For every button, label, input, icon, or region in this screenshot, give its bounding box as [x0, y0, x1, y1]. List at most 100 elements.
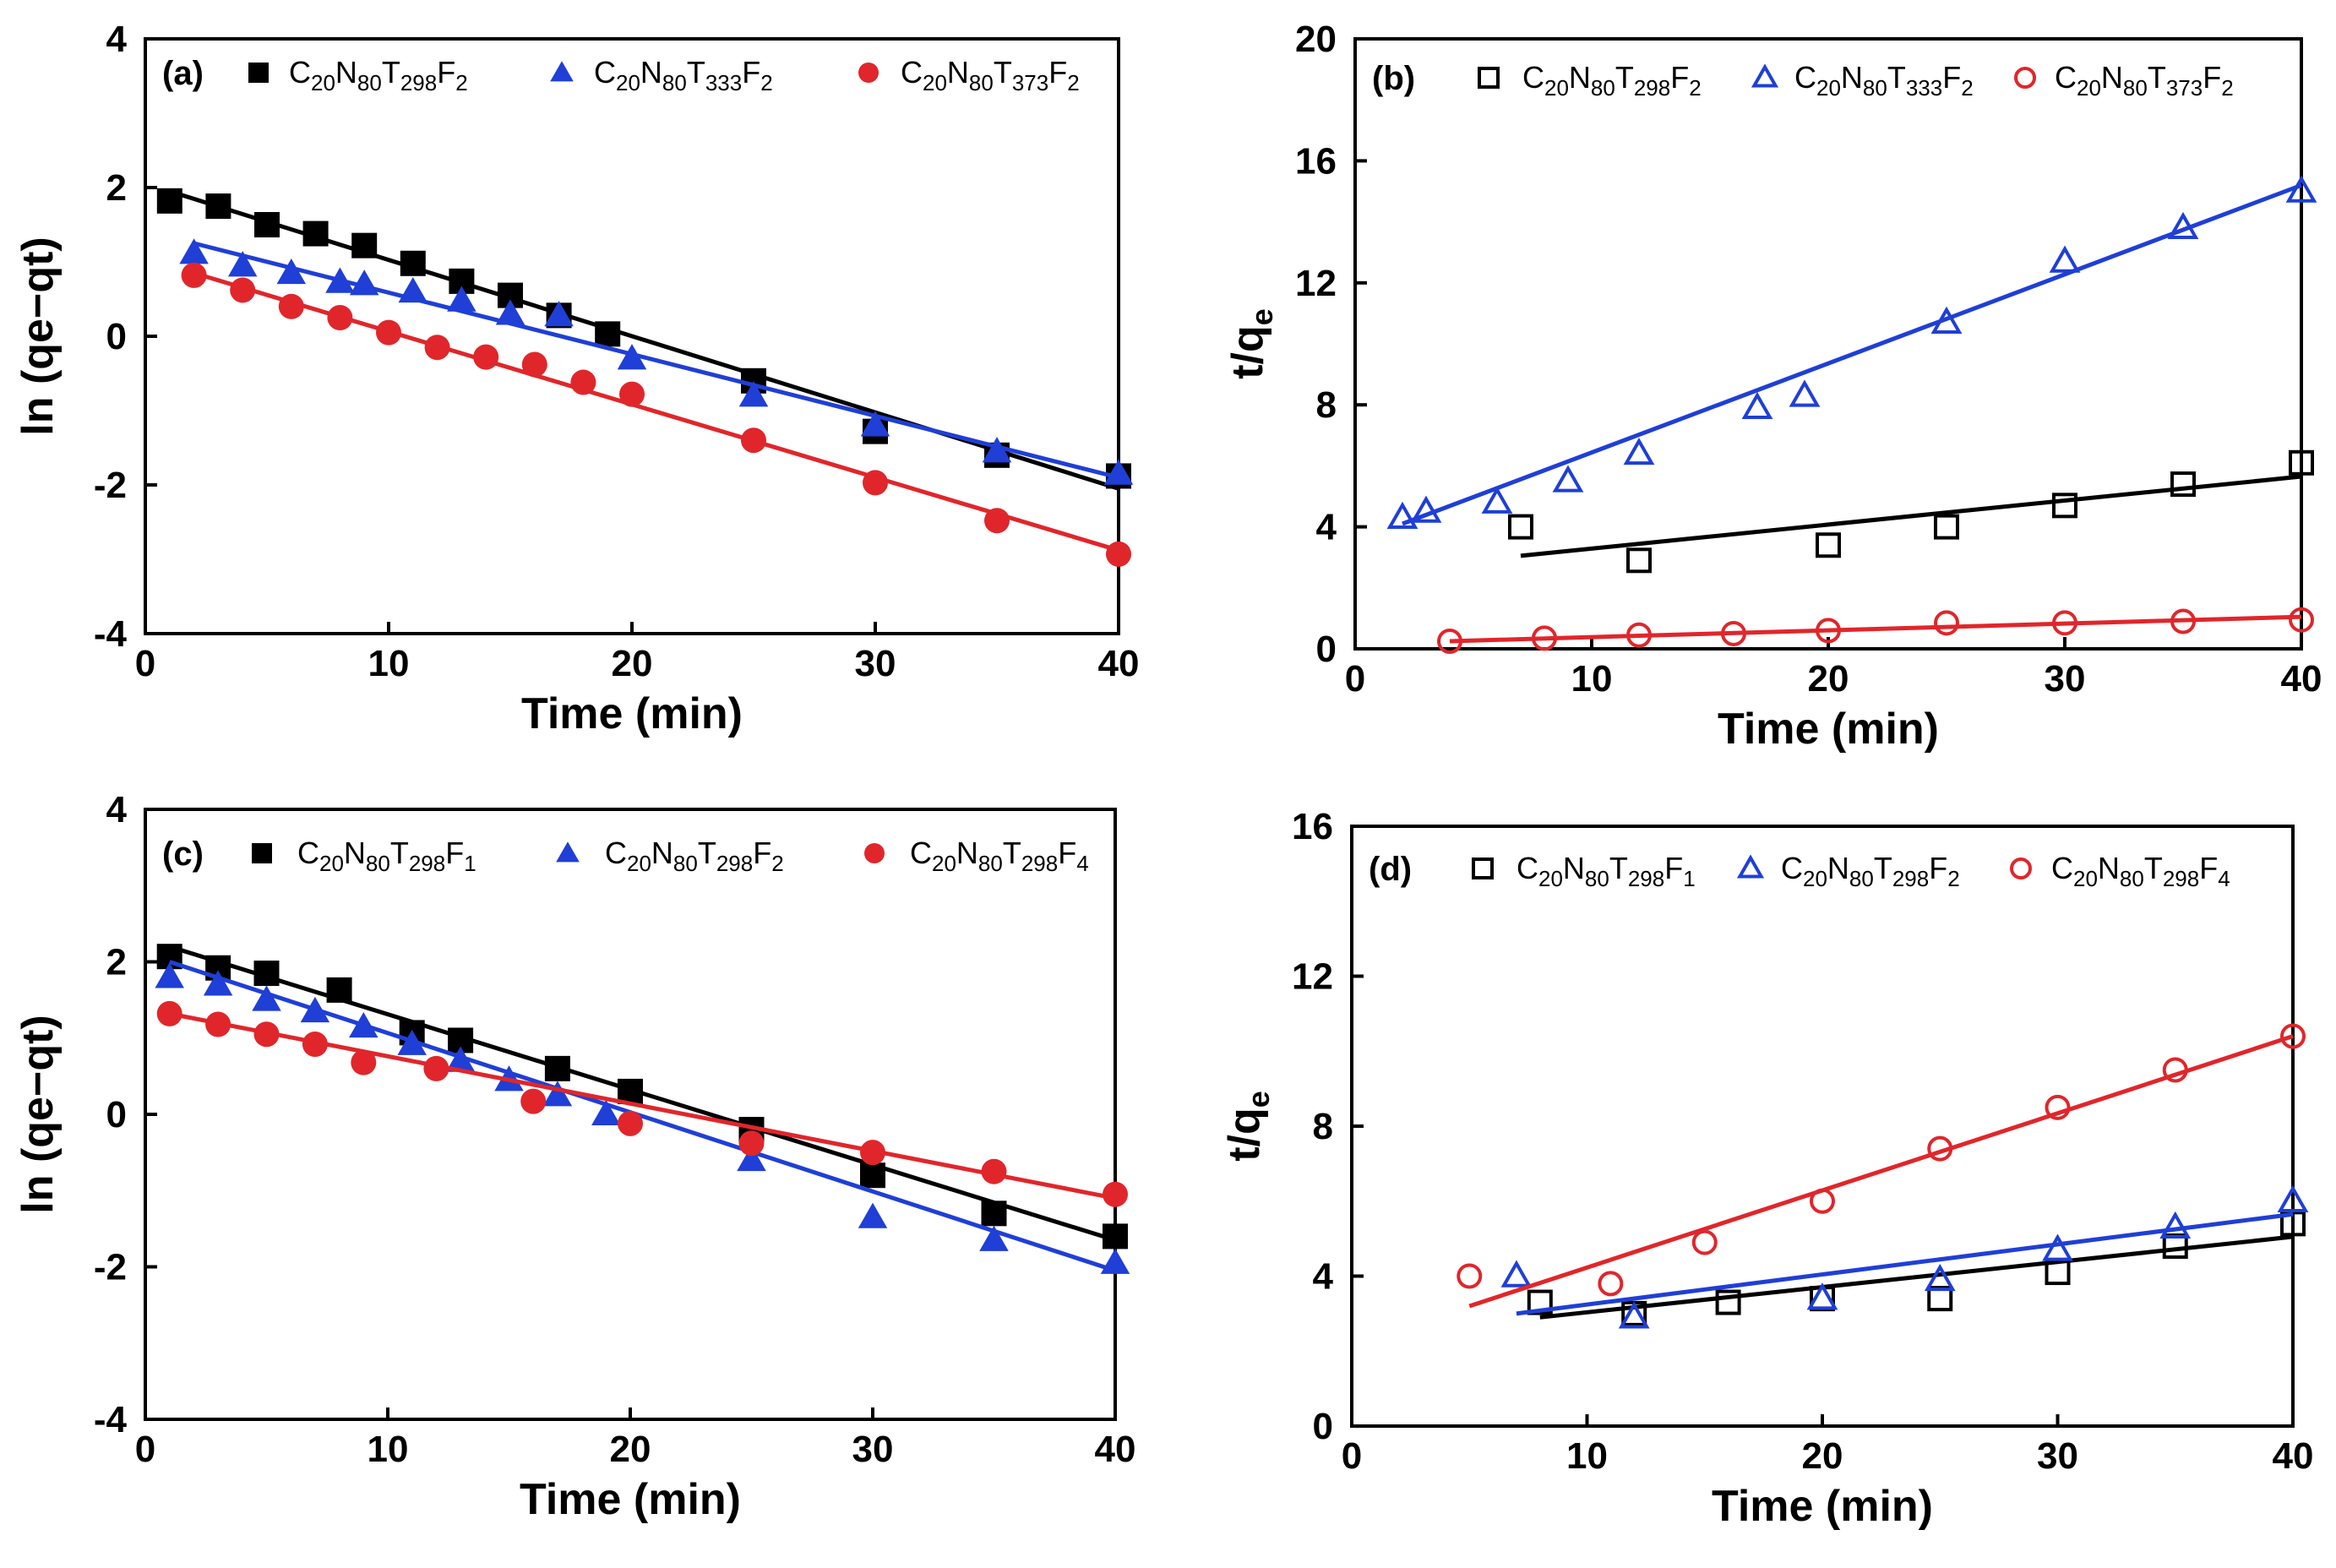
data-point [591, 1099, 621, 1125]
x-tick-label: 20 [1808, 658, 1849, 700]
data-point [179, 238, 209, 264]
data-point [156, 188, 182, 214]
y-tick-label: -4 [94, 613, 128, 655]
data-point [737, 1145, 766, 1172]
data-point [1789, 379, 1821, 407]
data-point [1532, 625, 1557, 651]
x-tick-label: 40 [2273, 1435, 2314, 1477]
legend-entry: C20N80T298F2 [248, 55, 468, 95]
y-axis-title: ln (qe−qt) [14, 1015, 63, 1213]
fit-line [168, 960, 1116, 1273]
data-point [542, 1081, 573, 1107]
data-point [521, 351, 547, 378]
data-point [863, 470, 888, 496]
fit-line [1468, 1034, 2294, 1309]
y-tick-label: 2 [106, 167, 127, 209]
x-tick-label: 0 [1342, 1435, 1362, 1477]
legend-entry: C20N80T298F1 [252, 836, 476, 876]
legend-label: C20N80T373F2 [2055, 60, 2234, 101]
data-point [570, 369, 596, 395]
data-point [349, 270, 379, 296]
data-point [1106, 541, 1131, 567]
data-point [376, 319, 401, 346]
data-point [1100, 1248, 1130, 1274]
data-point [860, 1162, 885, 1189]
legend-marker [858, 63, 879, 83]
panel-b: 0 10 20 30 40 0 4 8 12 16 20 Time (min) t/qe (b) C20N8… [1223, 19, 2322, 754]
y-tick-label: 8 [1313, 1106, 1333, 1147]
panel-label: (c) [162, 836, 204, 873]
data-point [2052, 493, 2077, 519]
data-point [423, 1055, 449, 1081]
data-point [1924, 1263, 1956, 1292]
panel-c: 0 10 20 30 40 -4 -2 0 2 4 Time (min) ln (qe−qt) (c) C… [14, 789, 1135, 1524]
data-point [2280, 1023, 2306, 1049]
data-point [738, 381, 769, 407]
legend-marker [556, 841, 580, 863]
panel-label: (a) [162, 55, 204, 92]
data-point [1626, 547, 1652, 574]
series-C20N80T333F2 [179, 238, 1134, 485]
y-axis-title: t/qe [1220, 1091, 1276, 1162]
data-point [2162, 1057, 2188, 1083]
y-tick-label: 2 [106, 942, 127, 983]
series-C20N80T298F2 [1508, 449, 2314, 574]
legend-entry: C20N80T298F4 [2010, 851, 2230, 891]
data-point [2045, 1094, 2071, 1120]
data-point [1481, 486, 1513, 514]
legend-label: C20N80T333F2 [594, 55, 773, 95]
data-point [495, 299, 525, 325]
legend-label: C20N80T298F4 [910, 836, 1089, 876]
data-point [981, 1158, 1007, 1184]
data-point [1623, 437, 1655, 466]
data-point [227, 251, 258, 277]
data-point [253, 961, 280, 987]
data-point [351, 232, 378, 259]
data-point [2159, 1211, 2192, 1239]
legend-marker [1472, 858, 1494, 879]
data-point [2289, 449, 2314, 476]
x-tick-label: 10 [368, 643, 410, 684]
data-point [741, 427, 766, 454]
data-point [1927, 1286, 1953, 1312]
data-point [982, 437, 1012, 463]
data-point [1934, 610, 1959, 636]
data-point [1816, 618, 1841, 644]
data-point [619, 381, 645, 407]
data-point [1741, 391, 1773, 420]
panel-d: 0 10 20 30 40 0 4 8 12 16 Time (min) t/qe (d) C20N80T… [1220, 806, 2313, 1531]
data-point [979, 1225, 1009, 1251]
data-point [2285, 175, 2317, 203]
legend-marker [1736, 854, 1765, 879]
data-point [300, 996, 330, 1023]
legend-label: C20N80T298F1 [297, 836, 476, 876]
data-point [1691, 1229, 1718, 1255]
data-point [205, 193, 231, 219]
data-point [1103, 1223, 1128, 1250]
x-tick-label: 30 [2045, 658, 2086, 700]
x-tick-label: 40 [1098, 643, 1140, 684]
data-point [1500, 1260, 1533, 1288]
legend-entry: C20N80T333F2 [550, 55, 773, 95]
data-point [181, 262, 207, 288]
data-point [2170, 471, 2196, 498]
data-point [595, 321, 621, 347]
legend-entry: C20N80T298F4 [864, 836, 1089, 876]
x-axis-title: Time (min) [521, 689, 743, 738]
y-tick-label: 4 [106, 19, 128, 60]
data-point [984, 508, 1010, 534]
data-point [2170, 608, 2196, 634]
data-point [205, 1011, 231, 1037]
data-point [252, 985, 281, 1011]
panel-label: (d) [1369, 851, 1412, 888]
data-point [1721, 620, 1746, 646]
y-tick-label: 12 [1292, 956, 1333, 998]
y-tick-label: 8 [1316, 384, 1337, 426]
data-point [1810, 1188, 1835, 1214]
series-C20N80T373F2 [181, 262, 1131, 567]
x-tick-label: 10 [368, 1429, 409, 1470]
data-point [1626, 622, 1652, 648]
data-point [2289, 607, 2314, 633]
data-point [1508, 514, 1533, 540]
data-point [155, 962, 184, 988]
